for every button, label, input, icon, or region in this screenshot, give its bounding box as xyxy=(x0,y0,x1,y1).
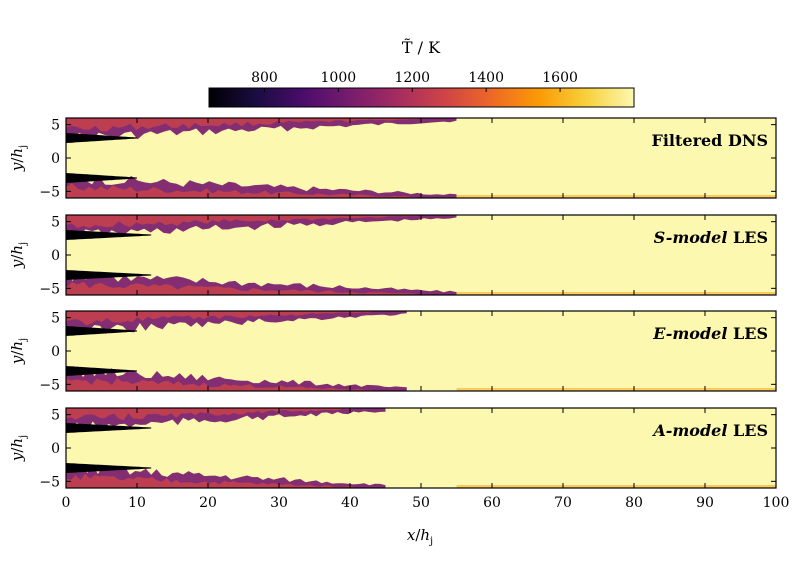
colorbar-tick-label: 1600 xyxy=(542,70,578,86)
y-tick-label: 0 xyxy=(51,441,60,457)
x-tick-label: 80 xyxy=(625,495,643,511)
y-tick-label: −5 xyxy=(39,377,60,393)
temperature-field xyxy=(66,215,776,295)
mixing-layer-fringe xyxy=(66,281,418,295)
y-tick-label: 5 xyxy=(51,215,60,231)
colorbar: T̃ / K 800 1000 1200 1400 1600 xyxy=(208,38,635,108)
y-axis-label: y/hj xyxy=(8,435,29,462)
y-tick-label: 0 xyxy=(51,248,60,264)
temperature-field xyxy=(66,408,776,488)
panel-label: S-model LES xyxy=(654,228,768,247)
x-tick-label: 90 xyxy=(696,495,714,511)
panel-label: Filtered DNS xyxy=(651,131,768,150)
panel-label: E-model LES xyxy=(652,324,768,343)
cold-jet-core xyxy=(66,463,152,473)
x-tick-label: 30 xyxy=(270,495,288,511)
colorbar-gradient xyxy=(208,87,635,108)
x-tick-label: 20 xyxy=(199,495,217,511)
panel-3: 5 0 −5 y/hj E-model LES xyxy=(8,310,777,393)
x-tick-label: 70 xyxy=(554,495,572,511)
mixing-layer-fringe xyxy=(66,408,354,421)
wall-streak xyxy=(456,485,776,488)
y-tick-label: −5 xyxy=(39,184,60,200)
colorbar-ticks: 800 1000 1200 1400 1600 xyxy=(251,70,578,92)
wall-streak xyxy=(456,195,776,198)
y-tick-label: 5 xyxy=(51,408,60,424)
y-axis-label: y/hj xyxy=(8,242,29,269)
x-tick-label: 50 xyxy=(412,495,430,511)
colorbar-tick-label: 1000 xyxy=(321,70,357,86)
cold-jet-core xyxy=(66,173,137,183)
temperature-field xyxy=(66,311,776,391)
cold-jet-core xyxy=(66,230,152,240)
cold-jet-core xyxy=(66,270,152,280)
mixing-layer-fringe xyxy=(66,377,373,391)
mixing-layer-fringe xyxy=(66,473,354,488)
mixing-layer-fringe xyxy=(66,215,418,228)
x-tick-label: 100 xyxy=(763,495,790,511)
panel-2: 5 0 −5 y/hj S-model LES xyxy=(8,214,777,297)
panel-1: 5 0 −5 y/hj Filtered DNS xyxy=(8,117,777,200)
y-tick-label: −5 xyxy=(39,474,60,490)
y-tick-label: 5 xyxy=(51,311,60,327)
x-axis-label: x/hj xyxy=(407,526,433,547)
x-tick-label: 60 xyxy=(483,495,501,511)
colorbar-tick-label: 800 xyxy=(251,70,278,86)
wall-streak xyxy=(456,388,776,391)
y-tick-label: 5 xyxy=(51,118,60,134)
mixing-layer-fringe xyxy=(66,118,418,132)
cold-jet-core xyxy=(66,326,137,336)
temperature-field xyxy=(66,118,776,198)
colorbar-tick-label: 1200 xyxy=(394,70,430,86)
mixing-layer-fringe xyxy=(66,183,418,198)
panel-label: A-model LES xyxy=(651,421,768,440)
y-tick-label: 0 xyxy=(51,151,60,167)
y-axis-label: y/hj xyxy=(8,145,29,172)
y-tick-label: 0 xyxy=(51,344,60,360)
x-tick-label: 0 xyxy=(62,495,71,511)
x-tick-label: 10 xyxy=(128,495,146,511)
colorbar-title: T̃ / K xyxy=(402,38,441,57)
colorbar-tick-label: 1400 xyxy=(468,70,504,86)
cold-jet-core xyxy=(66,366,137,376)
mixing-layer-fringe xyxy=(66,311,373,326)
cold-jet-core xyxy=(66,133,137,143)
hot-background xyxy=(66,118,776,198)
y-axis-label: y/hj xyxy=(8,338,29,365)
x-tick-label: 40 xyxy=(341,495,359,511)
cold-jet-core xyxy=(66,423,152,433)
y-tick-label: −5 xyxy=(39,281,60,297)
wall-streak xyxy=(456,292,776,295)
hot-background xyxy=(66,311,776,391)
